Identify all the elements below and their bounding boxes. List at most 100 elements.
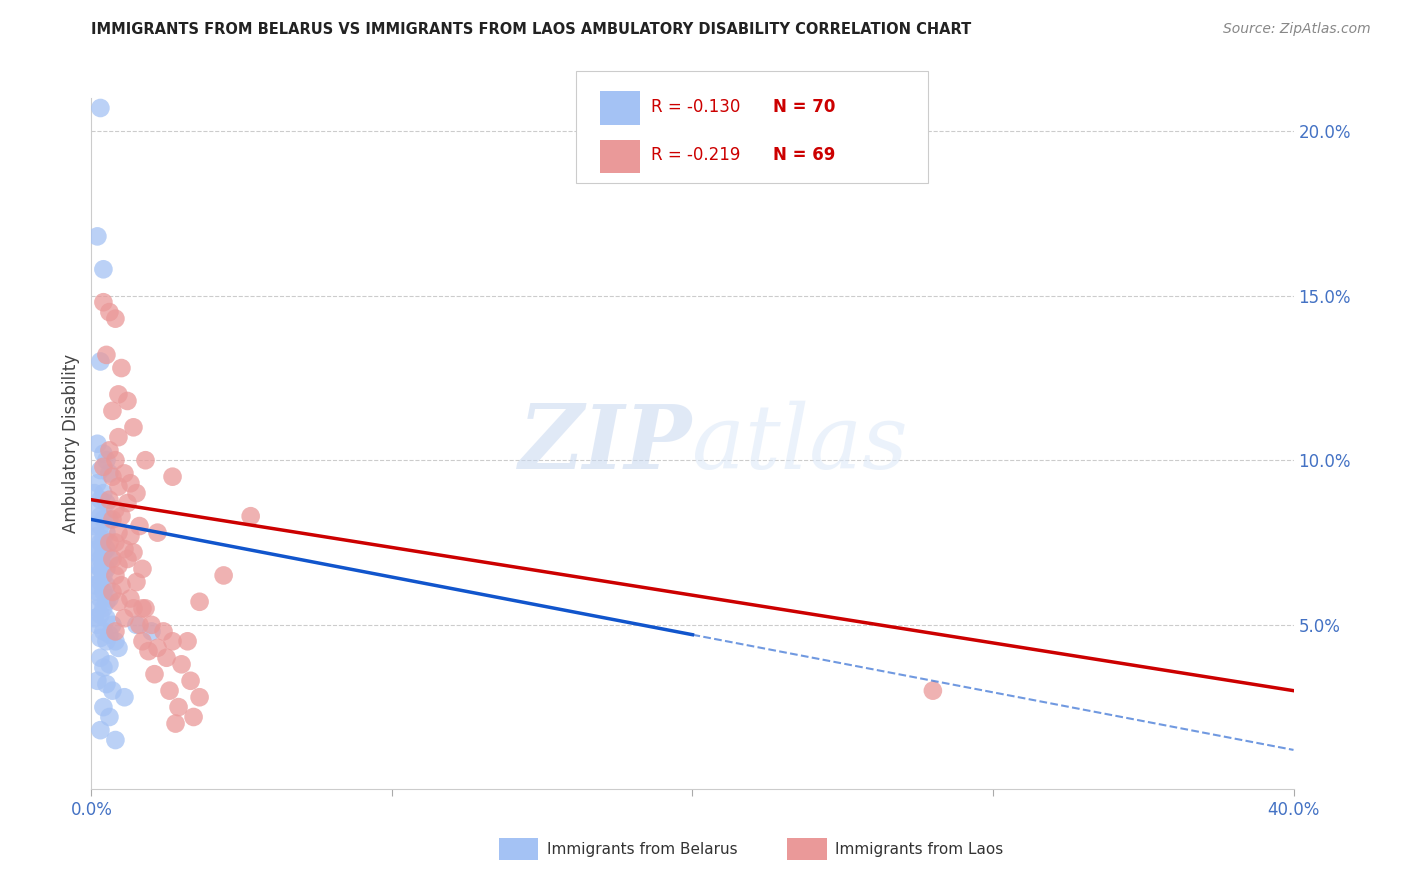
Point	[93, 459, 115, 474]
Point	[146, 640, 169, 655]
Point	[98, 305, 121, 319]
Point	[101, 585, 124, 599]
Point	[89, 562, 111, 576]
Text: atlas: atlas	[692, 401, 908, 487]
Point	[89, 492, 111, 507]
Point	[93, 295, 115, 310]
Point	[104, 568, 127, 582]
Point	[86, 585, 108, 599]
Point	[167, 700, 190, 714]
Point	[162, 634, 184, 648]
Point	[93, 700, 115, 714]
Point	[93, 601, 115, 615]
Text: Immigrants from Laos: Immigrants from Laos	[835, 842, 1004, 856]
Point	[104, 453, 127, 467]
Point	[98, 591, 121, 606]
Point	[101, 617, 124, 632]
Point	[89, 591, 111, 606]
Point	[96, 496, 118, 510]
Point	[98, 628, 121, 642]
Point	[125, 486, 148, 500]
Point	[96, 677, 118, 691]
Point	[104, 733, 127, 747]
Point	[922, 683, 945, 698]
Point	[89, 509, 111, 524]
Point	[107, 525, 129, 540]
Point	[98, 467, 121, 481]
Point	[86, 229, 108, 244]
Point	[96, 595, 118, 609]
Point	[89, 575, 111, 590]
Point	[93, 585, 115, 599]
Text: Source: ZipAtlas.com: Source: ZipAtlas.com	[1223, 22, 1371, 37]
Point	[89, 519, 111, 533]
Text: Immigrants from Belarus: Immigrants from Belarus	[547, 842, 738, 856]
Text: R = -0.130: R = -0.130	[651, 98, 741, 116]
Point	[101, 512, 124, 526]
Point	[96, 453, 118, 467]
Point	[98, 710, 121, 724]
Point	[188, 690, 211, 705]
Point	[86, 502, 108, 516]
Point	[120, 591, 142, 606]
Point	[89, 354, 111, 368]
Y-axis label: Ambulatory Disability: Ambulatory Disability	[62, 354, 80, 533]
Point	[93, 624, 115, 639]
Point	[110, 361, 132, 376]
Point	[98, 552, 121, 566]
Point	[89, 463, 111, 477]
Point	[120, 529, 142, 543]
Point	[170, 657, 193, 672]
Point	[176, 634, 198, 648]
Point	[93, 533, 115, 547]
Point	[101, 552, 124, 566]
Point	[89, 631, 111, 645]
Point	[96, 634, 118, 648]
Point	[107, 479, 129, 493]
Point	[110, 578, 132, 592]
Point	[180, 673, 202, 688]
Point	[89, 101, 111, 115]
Point	[131, 634, 153, 648]
Point	[96, 348, 118, 362]
Point	[86, 529, 108, 543]
Point	[98, 657, 121, 672]
Point	[117, 552, 139, 566]
Point	[86, 437, 108, 451]
Point	[239, 509, 262, 524]
Point	[104, 311, 127, 326]
Point	[107, 595, 129, 609]
Point	[96, 542, 118, 557]
Point	[89, 650, 111, 665]
Point	[86, 568, 108, 582]
Point	[93, 262, 115, 277]
Point	[122, 420, 145, 434]
Text: N = 69: N = 69	[773, 146, 835, 164]
Point	[131, 562, 153, 576]
Point	[120, 476, 142, 491]
Point	[165, 716, 187, 731]
Point	[104, 624, 127, 639]
Point	[143, 667, 166, 681]
Point	[98, 512, 121, 526]
Point	[89, 607, 111, 622]
Point	[86, 476, 108, 491]
Point	[117, 496, 139, 510]
Point	[107, 640, 129, 655]
Point	[114, 542, 136, 557]
Point	[83, 519, 105, 533]
Point	[96, 525, 118, 540]
Point	[86, 617, 108, 632]
Point	[152, 624, 174, 639]
Point	[104, 535, 127, 549]
Point	[93, 545, 115, 559]
Point	[125, 617, 148, 632]
Point	[93, 447, 115, 461]
Point	[86, 558, 108, 573]
Point	[162, 469, 184, 483]
Point	[134, 453, 156, 467]
Point	[93, 568, 115, 582]
Point	[93, 558, 115, 573]
Point	[128, 519, 150, 533]
Point	[83, 486, 105, 500]
